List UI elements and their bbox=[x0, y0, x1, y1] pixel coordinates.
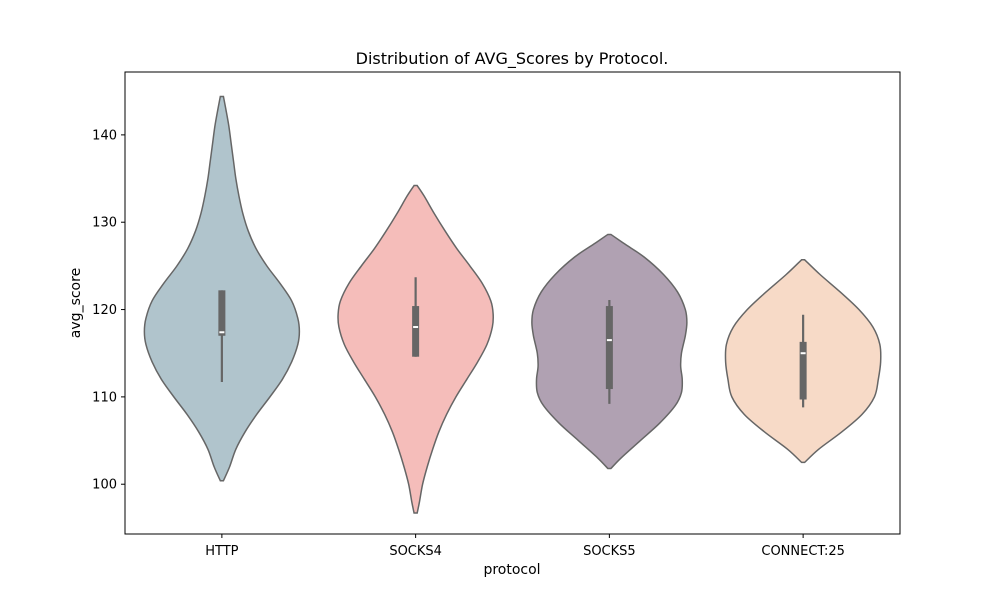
violin-iqr-box bbox=[412, 306, 420, 357]
chart-title: Distribution of AVG_Scores by Protocol. bbox=[356, 49, 669, 69]
y-tick-label: 110 bbox=[92, 390, 117, 405]
y-tick-label: 100 bbox=[92, 478, 117, 493]
x-tick-label: SOCKS5 bbox=[583, 544, 636, 559]
violin-iqr-box bbox=[218, 290, 226, 336]
violin-socks5 bbox=[531, 233, 688, 470]
x-tick-label: SOCKS4 bbox=[389, 544, 442, 559]
violin-iqr-box bbox=[605, 306, 613, 390]
violin-iqr-box bbox=[799, 341, 807, 400]
violin-http bbox=[143, 95, 301, 482]
violin-socks4 bbox=[337, 184, 495, 514]
x-tick-label: CONNECT:25 bbox=[761, 544, 844, 559]
y-axis-label: avg_score bbox=[68, 268, 84, 338]
y-tick-label: 120 bbox=[92, 303, 117, 318]
y-tick-label: 130 bbox=[92, 216, 117, 231]
x-axis-label: protocol bbox=[483, 562, 540, 578]
violin-connect-25 bbox=[724, 259, 882, 464]
violin-body bbox=[143, 95, 301, 482]
plot-frame bbox=[124, 71, 901, 535]
y-tick-label: 140 bbox=[92, 128, 117, 143]
x-tick-label: HTTP bbox=[205, 544, 238, 559]
plot-area: 100 110 120 130 140 HTTP SOCKS4 SOCKS5 CONNECT:2… bbox=[92, 71, 901, 559]
